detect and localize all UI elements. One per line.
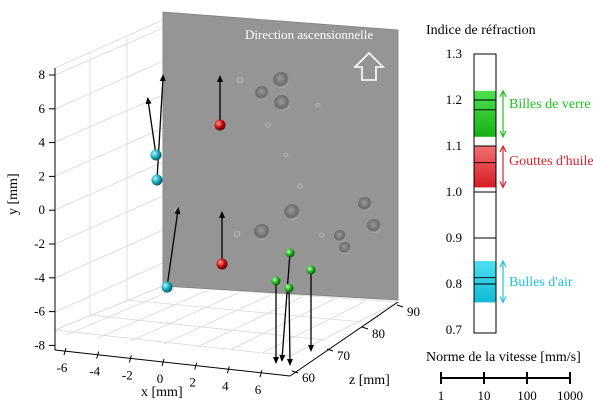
scale-tick-label: 0.7 (446, 322, 463, 337)
z-tick (291, 370, 299, 374)
y-axis-label: y [mm] (6, 173, 21, 215)
band-range-arrowhead (499, 130, 507, 139)
band-range-arrowhead (499, 89, 507, 98)
band-range-arrowhead (499, 296, 507, 304)
x-tick-label: -4 (89, 364, 100, 379)
y-tick-label: 6 (39, 101, 46, 116)
y-tick-label: -6 (34, 304, 45, 319)
air-bubble (150, 149, 162, 161)
air-bubble (161, 281, 173, 293)
x-tick-label: 6 (255, 382, 262, 397)
z-tick (396, 304, 404, 308)
grid-panes (54, 19, 400, 357)
x-tick (161, 358, 165, 367)
y-tick-label: -8 (34, 337, 45, 352)
y-tick-label: -2 (34, 236, 45, 251)
direction-caption: Direction ascensionnelle (245, 27, 373, 42)
x-tick-label: 4 (222, 378, 229, 393)
x-axis: -6 -4 -2 0 2 4 6 x [mm] (54, 347, 291, 400)
glass-bead (306, 265, 316, 275)
band-range-arrowhead (499, 259, 507, 268)
y-axis: 8 6 4 2 0 -2 -4 -6 -8 y [mm] (6, 67, 56, 352)
x-tick (96, 351, 100, 359)
x-tick-label: 2 (189, 375, 196, 390)
scale-band (474, 90, 496, 137)
glass-bead (285, 248, 295, 258)
z-tick-label: 80 (372, 326, 385, 341)
z-axis-label: z [mm] (349, 373, 390, 388)
band-range-arrowhead (499, 144, 507, 153)
speed-scale-title: Norme de la vitesse [mm/s] (426, 350, 581, 365)
scale-tick-label: 0.8 (446, 276, 462, 291)
speed-tick-label: 1000 (557, 388, 583, 403)
x-tick (226, 366, 230, 374)
speed-tick-label: 100 (517, 388, 537, 403)
scale-tick-label: 1.3 (446, 46, 462, 61)
refraction-scale-title: Indice de réfraction (426, 23, 536, 38)
speed-scale: Norme de la vitesse [mm/s] 1 10 100 1000 (426, 350, 583, 403)
oil-droplet (216, 258, 228, 270)
x-tick-label: -2 (122, 367, 133, 382)
y-tick-label: -4 (34, 270, 45, 285)
scale-tick-label: 1.2 (446, 92, 462, 107)
refraction-scale: Indice de réfraction 1.3 1.2 1.1 1.0 0.9 0.8 0… (426, 23, 593, 337)
x-tick-label: -6 (57, 360, 68, 375)
y-tick-label: 4 (39, 135, 46, 150)
y-tick-label: 0 (39, 202, 46, 217)
x-tick (63, 347, 67, 356)
velocity-vectors (145, 74, 314, 366)
z-tick-label: 70 (337, 348, 350, 363)
z-tick-label: 60 (302, 370, 315, 385)
y-tick-label: 8 (39, 67, 46, 82)
scale-tick-label: 0.9 (446, 230, 462, 245)
x-tick-label: 0 (157, 371, 164, 386)
x-tick (194, 362, 198, 370)
z-tick (361, 326, 369, 330)
air-bubble (151, 174, 163, 186)
x-tick (259, 369, 263, 378)
up-arrow-outline-icon (353, 51, 385, 81)
band-range-arrowhead (499, 181, 507, 189)
x-tick (128, 355, 132, 363)
z-tick-label: 90 (407, 304, 420, 319)
oil-droplet (214, 119, 226, 131)
speed-tick-label: 1 (438, 388, 445, 403)
scale-tick-label: 1.0 (446, 184, 462, 199)
scale-tick-label: 1.1 (446, 138, 462, 153)
band-label: Bulles d'air (509, 275, 573, 290)
z-axis: 60 70 80 90 z [mm] (289, 301, 420, 388)
glass-bead (271, 276, 281, 286)
scale-band (474, 146, 496, 188)
y-tick-label: 2 (39, 168, 46, 183)
speed-tick-label: 10 (478, 388, 491, 403)
particles (150, 119, 316, 293)
glass-bead (284, 283, 294, 293)
band-label: Gouttes d'huile (509, 154, 593, 169)
z-tick (326, 348, 334, 352)
scale-band (474, 261, 496, 303)
x-axis-label: x [mm] (141, 385, 183, 400)
hologram-plane: Direction ascensionnelle (162, 11, 399, 301)
band-label: Billes de verre (509, 97, 591, 112)
